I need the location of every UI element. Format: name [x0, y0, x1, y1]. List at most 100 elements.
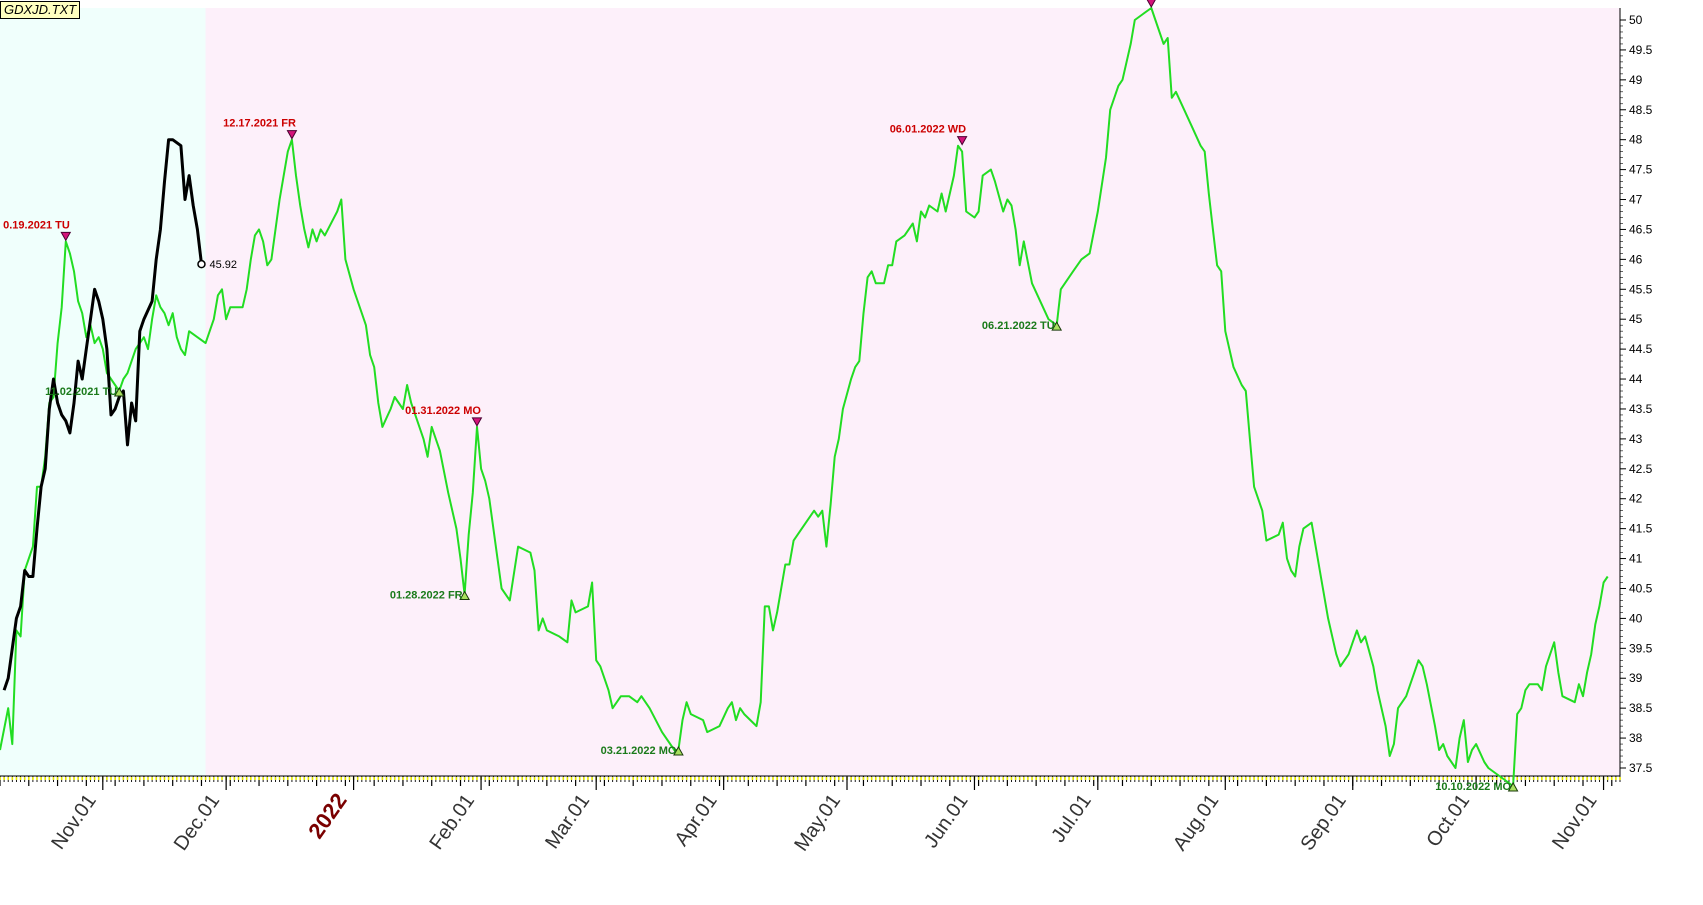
- x-day-mark: [184, 777, 186, 780]
- x-day-mark: [1401, 777, 1403, 780]
- x-day-mark: [1541, 777, 1543, 780]
- x-day-mark: [340, 777, 343, 780]
- x-day-mark: [903, 777, 906, 780]
- x-day-mark: [1586, 777, 1588, 780]
- x-day-mark: [772, 777, 774, 780]
- x-day-mark: [1524, 777, 1527, 780]
- x-day-mark: [266, 777, 269, 780]
- x-day-mark: [1549, 777, 1551, 780]
- x-month-label: Apr.01: [671, 790, 722, 850]
- x-day-mark: [726, 777, 729, 780]
- x-day-mark: [1092, 777, 1095, 780]
- x-day-mark: [1125, 777, 1128, 780]
- x-day-mark: [48, 777, 51, 780]
- x-day-mark: [986, 777, 988, 780]
- x-day-mark: [406, 777, 408, 780]
- x-day-mark: [361, 777, 363, 780]
- x-day-mark: [443, 777, 445, 780]
- y-tick-label: 38.5: [1629, 701, 1653, 715]
- x-day-mark: [961, 777, 963, 780]
- x-day-mark: [1068, 777, 1070, 780]
- x-day-mark: [706, 777, 709, 780]
- x-day-mark: [776, 777, 778, 780]
- peak-marker: [1146, 0, 1156, 9]
- x-day-mark: [874, 777, 877, 780]
- x-day-mark: [665, 777, 667, 780]
- x-day-mark: [916, 777, 918, 780]
- x-day-mark: [599, 777, 602, 780]
- y-tick-label: 49.5: [1629, 43, 1653, 57]
- x-day-mark: [615, 777, 618, 780]
- x-day-mark: [1018, 777, 1021, 780]
- x-day-mark: [1516, 777, 1519, 780]
- x-day-mark: [1175, 777, 1177, 780]
- x-day-mark: [463, 777, 466, 780]
- x-day-mark: [1187, 777, 1190, 780]
- x-day-mark: [1306, 777, 1309, 780]
- x-day-mark: [1491, 777, 1494, 780]
- x-day-mark: [1101, 777, 1103, 780]
- x-day-mark: [85, 777, 88, 780]
- x-day-mark: [138, 777, 141, 780]
- x-day-mark: [27, 777, 30, 780]
- x-day-mark: [180, 777, 182, 780]
- x-day-mark: [1294, 777, 1296, 780]
- x-day-mark: [554, 777, 556, 780]
- x-day-mark: [940, 777, 943, 780]
- y-tick-label: 47.5: [1629, 163, 1653, 177]
- x-day-mark: [800, 777, 803, 780]
- x-day-mark: [151, 777, 153, 780]
- x-day-mark: [410, 777, 412, 780]
- x-day-mark: [1109, 777, 1111, 780]
- x-day-mark: [422, 777, 425, 780]
- x-day-mark: [324, 777, 326, 780]
- x-day-mark: [291, 777, 293, 780]
- x-day-mark: [451, 777, 454, 780]
- x-day-mark: [1557, 777, 1560, 780]
- x-day-mark: [299, 777, 301, 780]
- x-day-mark: [1458, 777, 1461, 780]
- x-day-mark: [1606, 777, 1609, 780]
- x-day-mark: [1216, 777, 1218, 780]
- x-day-mark: [1495, 777, 1498, 780]
- x-day-mark: [1561, 777, 1564, 780]
- x-day-mark: [11, 777, 14, 780]
- x-day-mark: [681, 777, 684, 780]
- x-day-mark: [147, 777, 149, 780]
- x-day-mark: [747, 777, 750, 780]
- y-tick-label: 41.5: [1629, 522, 1653, 536]
- x-day-mark: [1146, 777, 1148, 780]
- x-day-mark: [1454, 777, 1457, 780]
- x-day-mark: [488, 777, 491, 780]
- x-day-mark: [278, 777, 281, 780]
- x-month-label: Nov.01: [47, 790, 101, 853]
- x-day-mark: [126, 777, 129, 780]
- peak-marker: [286, 130, 298, 140]
- x-day-mark: [1035, 777, 1037, 780]
- x-day-mark: [669, 777, 672, 780]
- x-day-mark: [1088, 777, 1091, 780]
- x-day-mark: [998, 777, 1000, 780]
- x-day-mark: [1060, 777, 1062, 780]
- x-day-mark: [1483, 777, 1486, 780]
- x-day-mark: [1380, 777, 1383, 780]
- x-day-mark: [1417, 777, 1420, 780]
- x-day-mark: [529, 777, 532, 780]
- x-day-mark: [1520, 777, 1523, 780]
- x-day-mark: [97, 777, 100, 780]
- y-axis: 50 49.5 49 48.5 48 47.5 47 46.5 46 45.5 45 44.5 44 43…: [1619, 8, 1653, 776]
- x-day-mark: [1487, 777, 1490, 780]
- x-day-mark: [899, 777, 902, 780]
- x-day-mark: [817, 777, 820, 780]
- x-day-mark: [1327, 777, 1329, 780]
- x-day-mark: [1006, 777, 1009, 780]
- x-day-mark: [15, 777, 18, 780]
- x-day-mark: [842, 777, 844, 780]
- x-day-mark: [677, 777, 680, 780]
- x-day-mark: [1072, 777, 1074, 780]
- x-day-mark: [558, 777, 560, 780]
- x-day-mark: [1372, 777, 1375, 780]
- x-day-mark: [759, 777, 762, 780]
- x-day-mark: [1002, 777, 1005, 780]
- x-day-mark: [702, 777, 704, 780]
